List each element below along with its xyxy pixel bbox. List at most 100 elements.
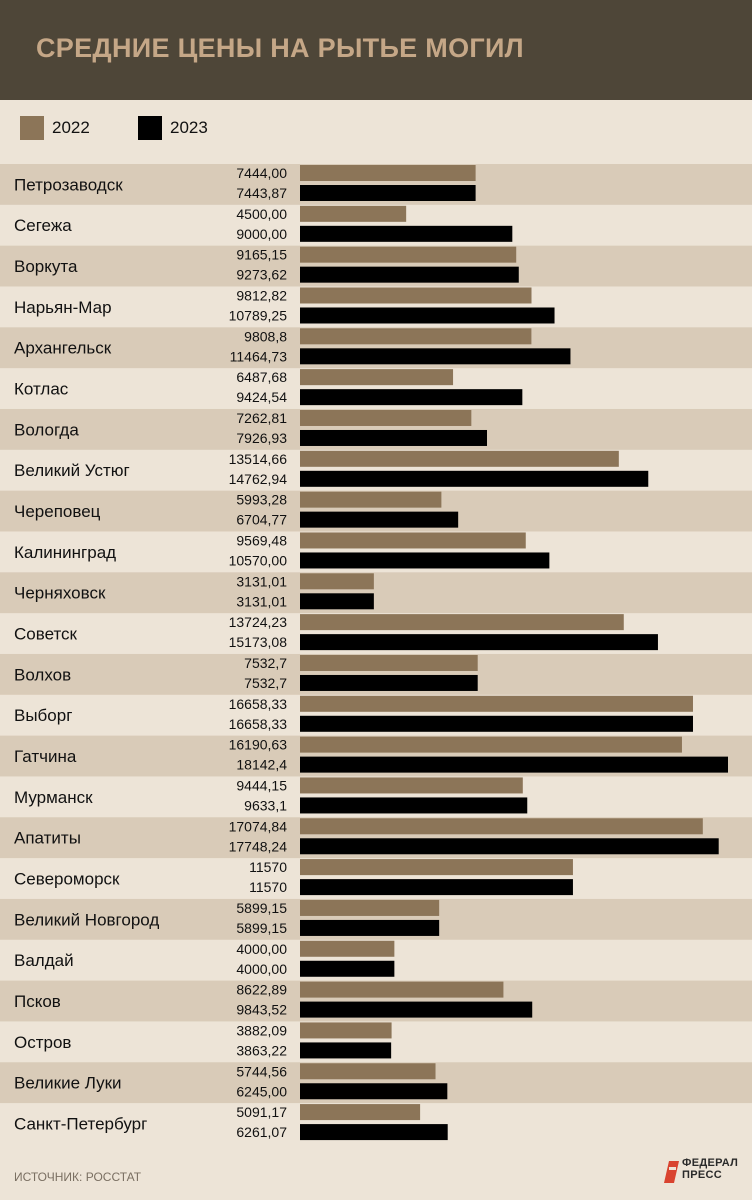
category-label: Остров	[14, 1033, 71, 1052]
data-label-2022: 4500,00	[236, 206, 287, 222]
data-label-2023: 3131,01	[236, 593, 287, 609]
bar-2022	[300, 777, 523, 794]
bar-2022	[300, 654, 478, 671]
category-label: Великий Устюг	[14, 461, 130, 480]
bar-2022	[300, 532, 526, 549]
category-label: Сегежа	[14, 216, 72, 235]
data-label-2022: 17074,84	[229, 818, 288, 834]
page-title: СРЕДНИЕ ЦЕНЫ НА РЫТЬЕ МОГИЛ	[36, 33, 524, 63]
category-label: Великие Луки	[14, 1074, 122, 1093]
bar-2023	[300, 348, 571, 365]
data-label-2022: 9812,82	[236, 287, 287, 303]
data-label-2022: 13724,23	[229, 614, 288, 630]
bar-2023	[300, 429, 488, 446]
bar-2023	[300, 389, 523, 406]
data-label-2023: 18142,4	[236, 757, 287, 773]
data-label-2022: 3131,01	[236, 573, 287, 589]
bar-2023	[300, 470, 649, 487]
bar-2022	[300, 818, 703, 835]
category-label: Вологда	[14, 420, 79, 439]
legend-item-2023: 2023	[138, 116, 208, 140]
category-label: Санкт-Петербург	[14, 1115, 147, 1134]
bar-2022	[300, 409, 472, 426]
logo-line-2: ПРЕСС	[682, 1169, 722, 1181]
bar-2023	[300, 756, 728, 773]
bar-2022	[300, 573, 374, 590]
data-label-2023: 7443,87	[236, 185, 287, 201]
data-label-2023: 10570,00	[229, 552, 288, 568]
data-label-2023: 14762,94	[229, 471, 288, 487]
category-label: Выборг	[14, 706, 72, 725]
bar-2022	[300, 940, 395, 957]
category-label: Черняховск	[14, 584, 106, 603]
data-label-2022: 5744,56	[236, 1063, 287, 1079]
bar-2022	[300, 1022, 392, 1039]
bar-2022	[300, 369, 454, 386]
bar-2022	[300, 491, 442, 508]
bar-2022	[300, 450, 619, 467]
legend-label-2023: 2023	[170, 118, 208, 137]
data-label-2022: 5993,28	[236, 492, 287, 508]
bar-2023	[300, 593, 374, 610]
data-label-2022: 7262,81	[236, 410, 287, 426]
data-label-2023: 9843,52	[236, 1002, 287, 1018]
data-label-2023: 17748,24	[229, 838, 288, 854]
data-label-2022: 8622,89	[236, 982, 287, 998]
data-label-2023: 9000,00	[236, 226, 287, 242]
data-label-2023: 7926,93	[236, 430, 287, 446]
data-label-2022: 6487,68	[236, 369, 287, 385]
bar-2023	[300, 838, 719, 855]
bar-2023	[300, 307, 555, 324]
data-label-2023: 10789,25	[229, 307, 288, 323]
data-label-2022: 16190,63	[229, 737, 288, 753]
data-label-2023: 15173,08	[229, 634, 288, 650]
data-label-2022: 5899,15	[236, 900, 287, 916]
legend-item-2022: 2022	[20, 116, 90, 140]
data-label-2023: 3863,22	[236, 1042, 287, 1058]
category-label: Череповец	[14, 502, 101, 521]
bar-2022	[300, 1104, 421, 1121]
category-label: Валдай	[14, 951, 74, 970]
bar-2023	[300, 511, 459, 528]
data-label-2023: 11464,73	[230, 348, 288, 364]
data-label-2022: 9808,8	[244, 328, 287, 344]
data-label-2022: 3882,09	[236, 1022, 287, 1038]
data-label-2023: 16658,33	[229, 716, 288, 732]
data-label-2023: 5899,15	[236, 920, 287, 936]
bar-2022	[300, 614, 624, 631]
bar-2022	[300, 981, 504, 998]
legend-label-2022: 2022	[52, 118, 90, 137]
data-label-2023: 9424,54	[236, 389, 287, 405]
category-label: Гатчина	[14, 747, 77, 766]
bar-2023	[300, 1001, 533, 1018]
category-label: Волхов	[14, 665, 71, 684]
bar-2023	[300, 225, 513, 242]
data-label-2022: 9444,15	[236, 777, 287, 793]
bar-2023	[300, 185, 476, 201]
header-banner: СРЕДНИЕ ЦЕНЫ НА РЫТЬЕ МОГИЛ	[0, 0, 752, 100]
bar-2023	[300, 715, 693, 732]
data-label-2023: 11570	[249, 879, 287, 895]
legend-swatch-2023	[138, 116, 162, 140]
data-label-2022: 9165,15	[236, 247, 287, 263]
bar-2023	[300, 266, 519, 283]
category-label: Петрозаводск	[14, 175, 123, 194]
bar-2023	[300, 634, 658, 651]
data-label-2022: 13514,66	[229, 451, 288, 467]
data-label-2022: 7532,7	[244, 655, 287, 671]
category-label: Мурманск	[14, 788, 93, 807]
data-label-2023: 7532,7	[244, 675, 287, 691]
logo-icon	[664, 1161, 679, 1183]
bar-2022	[300, 695, 693, 712]
data-label-2022: 9569,48	[236, 532, 287, 548]
bar-2023	[300, 1083, 448, 1100]
bar-2023	[300, 552, 550, 569]
data-label-2023: 6245,00	[236, 1083, 287, 1099]
category-label: Апатиты	[14, 829, 81, 848]
category-label: Котлас	[14, 380, 69, 399]
data-label-2022: 16658,33	[229, 696, 288, 712]
data-label-2022: 7444,00	[236, 165, 287, 181]
category-label: Нарьян-Мар	[14, 298, 112, 317]
bar-2023	[300, 1124, 448, 1141]
